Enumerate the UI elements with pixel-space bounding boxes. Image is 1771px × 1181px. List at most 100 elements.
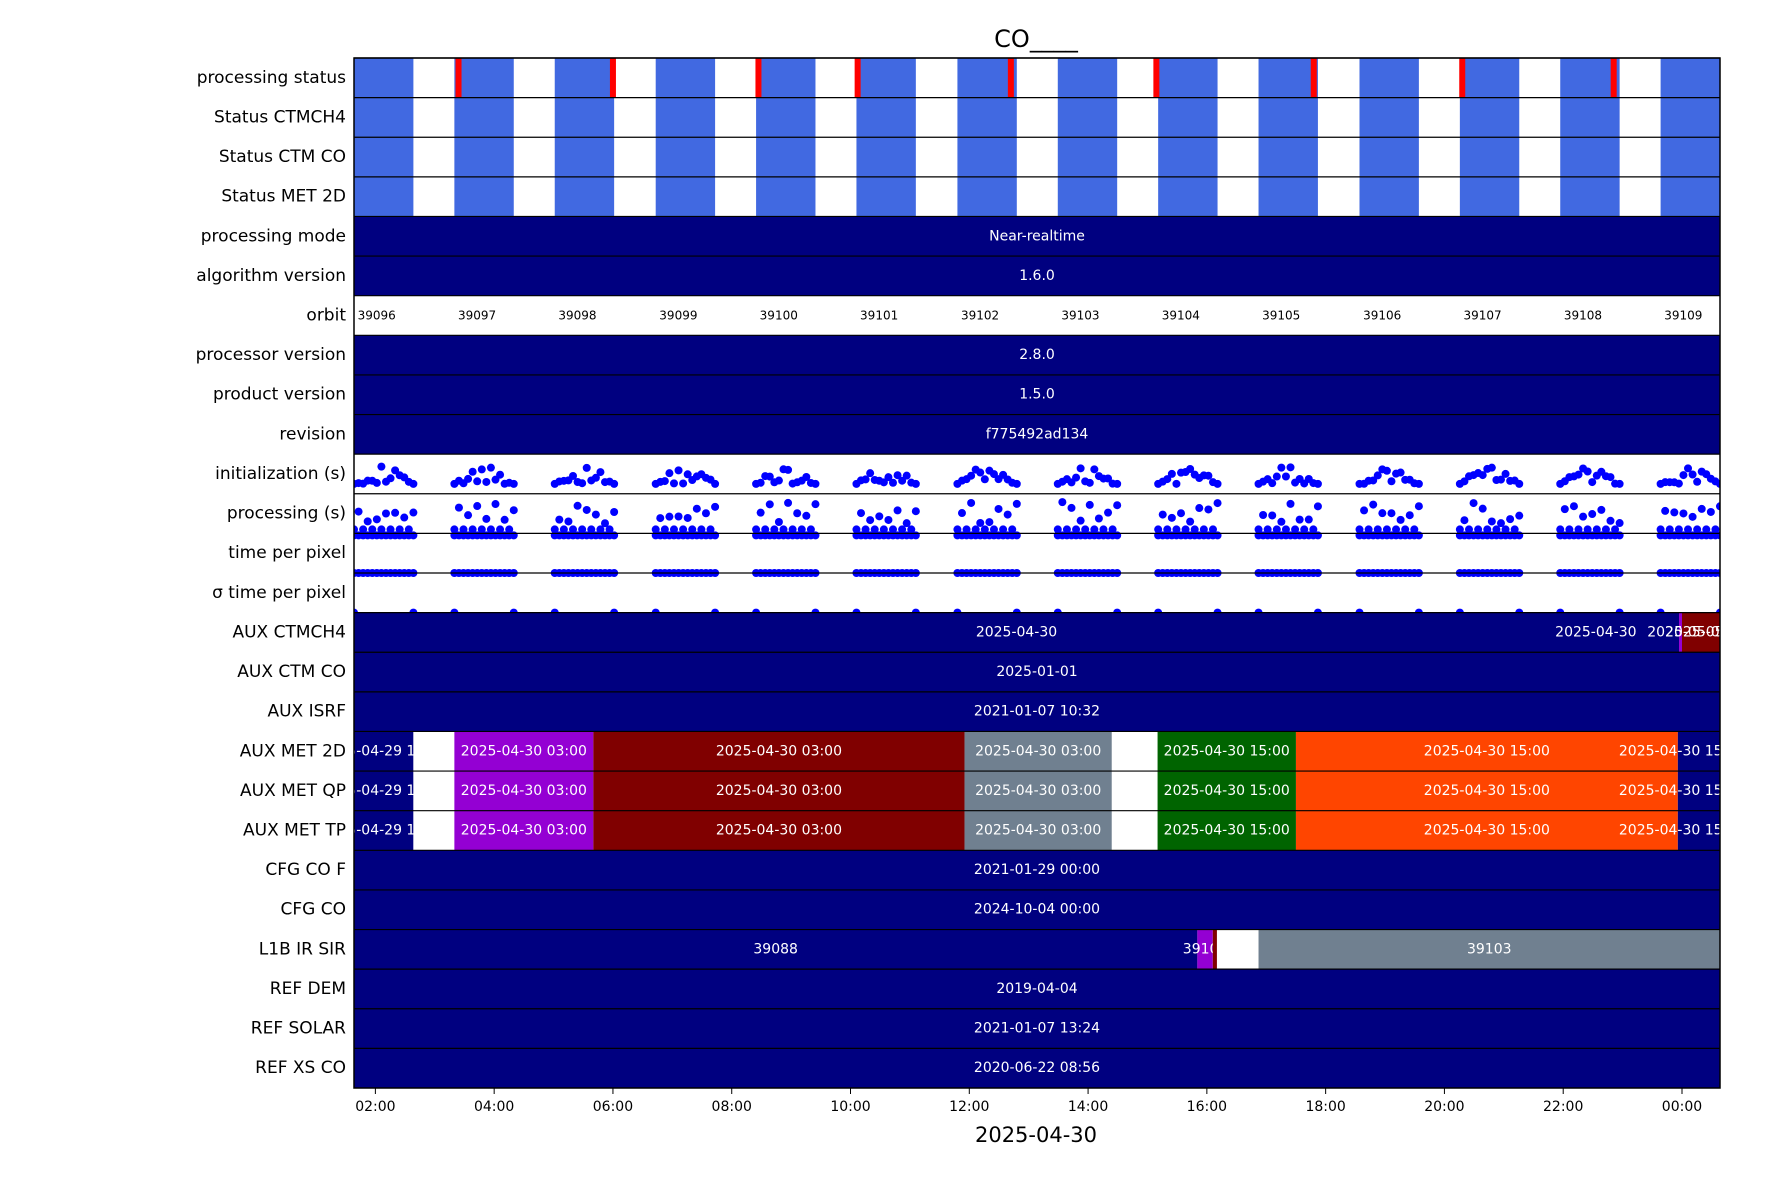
status-bar xyxy=(655,58,716,98)
row-label: time per pixel xyxy=(228,543,346,563)
scatter-point xyxy=(1679,471,1688,480)
scatter-point xyxy=(1373,525,1382,534)
segment-label: 2021-01-29 00:00 xyxy=(974,862,1100,878)
scatter-point xyxy=(1053,525,1062,534)
scatter-point xyxy=(1382,525,1391,534)
scatter-point xyxy=(459,525,468,534)
scatter-point xyxy=(1679,509,1688,518)
status-bar xyxy=(1459,58,1520,98)
scatter-point xyxy=(1510,525,1519,534)
orbit-label: 39096 xyxy=(358,309,396,323)
met-segment-bar xyxy=(413,810,455,851)
scatter-point xyxy=(372,515,381,524)
scatter-point xyxy=(1295,515,1304,524)
status-bar xyxy=(354,137,414,177)
met-segment-bar xyxy=(593,731,965,772)
scatter-point xyxy=(491,500,500,509)
scatter-point xyxy=(1501,525,1510,534)
scatter-point xyxy=(1615,531,1624,540)
x-tick-label: 12:00 xyxy=(949,1099,989,1115)
status-bar xyxy=(1258,58,1318,98)
x-tick-label: 06:00 xyxy=(593,1099,633,1115)
scatter-point xyxy=(400,513,409,522)
scatter-point xyxy=(486,525,495,534)
row-label: processing status xyxy=(197,68,346,88)
scatter-point xyxy=(509,506,518,515)
scatter-point xyxy=(1684,464,1693,473)
row-label: initialization (s) xyxy=(215,464,346,484)
scatter-point xyxy=(1615,519,1624,528)
scatter-point xyxy=(1684,525,1693,534)
segment-label: 1.5.0 xyxy=(1019,387,1055,403)
scatter-point xyxy=(665,469,674,478)
segment-label: 2020-06-22 08:56 xyxy=(974,1060,1100,1076)
scatter-point xyxy=(1492,525,1501,534)
scatter-point xyxy=(1012,531,1021,540)
scatter-point xyxy=(582,463,591,472)
segment-bar xyxy=(1681,612,1720,653)
scatter-point xyxy=(464,511,473,520)
status-bar xyxy=(1560,97,1620,138)
scatter-point xyxy=(1455,525,1464,534)
scatter-point xyxy=(989,525,998,534)
scatter-point xyxy=(1592,525,1601,534)
row-label: processing (s) xyxy=(227,504,346,524)
scatter-point xyxy=(496,525,505,534)
scatter-point xyxy=(1674,525,1683,534)
status-bar xyxy=(756,176,816,217)
scatter-point xyxy=(1300,525,1309,534)
scatter-point xyxy=(802,511,811,520)
scatter-point xyxy=(1588,510,1597,519)
met-segment-bar xyxy=(593,771,965,811)
segment-label: 2021-01-07 13:24 xyxy=(974,1021,1100,1037)
scatter-point xyxy=(1313,479,1322,488)
row-label: REF DEM xyxy=(270,979,346,999)
scatter-point xyxy=(1291,525,1300,534)
scatter-point xyxy=(971,525,980,534)
scatter-point xyxy=(1012,499,1021,508)
row-label: orbit xyxy=(306,306,346,326)
row-2 xyxy=(354,137,1720,177)
scatter-point xyxy=(477,525,486,534)
scatter-point xyxy=(1501,469,1510,478)
met-segment-bar xyxy=(1295,810,1678,851)
scatter-point xyxy=(893,471,902,480)
met-segment-label: 2025-04-30 15:00 xyxy=(1424,743,1550,759)
scatter-point xyxy=(1213,531,1222,540)
scatter-point xyxy=(1272,472,1281,481)
orbit-label: 39097 xyxy=(458,309,496,323)
row-5: 1.6.0 xyxy=(354,256,1720,296)
scatter-point xyxy=(857,509,866,518)
scatter-point xyxy=(1313,502,1322,511)
segment-bar xyxy=(1197,929,1213,970)
scatter-point xyxy=(600,519,609,528)
segment-label: 2025-04-30 xyxy=(976,624,1057,640)
met-segment-bar xyxy=(413,731,455,772)
scatter-point xyxy=(1163,475,1172,484)
scatter-point xyxy=(980,525,989,534)
x-tick-label: 00:00 xyxy=(1662,1099,1702,1115)
scatter-point xyxy=(711,531,720,540)
row-22: 39088 39100 39103 xyxy=(354,929,1720,970)
scatter-point xyxy=(1405,511,1414,520)
met-segment-bar xyxy=(454,771,594,811)
scatter-point xyxy=(651,525,660,534)
scatter-point xyxy=(674,466,683,475)
row-label: AUX ISRF xyxy=(267,702,346,722)
status-bar xyxy=(1258,176,1318,217)
scatter-point xyxy=(902,519,911,528)
scatter-point xyxy=(1113,501,1122,510)
scatter-point xyxy=(1190,525,1199,534)
scatter-point xyxy=(1506,515,1515,524)
scatter-point xyxy=(1072,473,1081,482)
scatter-point xyxy=(1515,531,1524,540)
scatter-point xyxy=(660,477,669,486)
scatter-point xyxy=(1373,471,1382,480)
scatter-point xyxy=(1099,525,1108,534)
scatter-point xyxy=(1104,474,1113,483)
scatter-point xyxy=(898,525,907,534)
scatter-point xyxy=(1008,525,1017,534)
scatter-point xyxy=(372,478,381,487)
row-label: CFG CO F xyxy=(265,860,346,880)
scatter-point xyxy=(1378,509,1387,518)
